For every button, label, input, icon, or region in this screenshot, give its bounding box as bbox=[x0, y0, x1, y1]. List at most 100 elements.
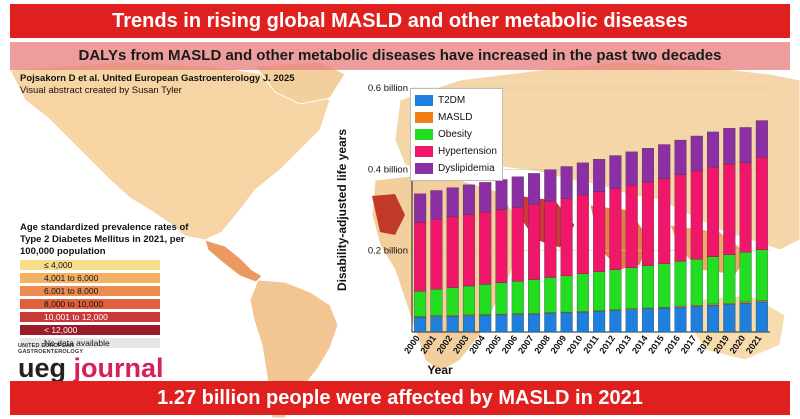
bar-t2dm-2018 bbox=[707, 305, 720, 333]
bar-dyslipidemia-2015 bbox=[658, 144, 671, 179]
logo-small-line-2: GASTROENTEROLOGY bbox=[18, 349, 84, 355]
x-tick-label: 2008 bbox=[532, 333, 552, 355]
chart-legend-item-obesity: Obesity bbox=[415, 126, 497, 143]
citation-line-2: Visual abstract created by Susan Tyler bbox=[20, 85, 182, 96]
bar-hypertension-2021 bbox=[755, 156, 768, 251]
bar-t2dm-2008 bbox=[544, 313, 557, 333]
bar-hypertension-2015 bbox=[658, 178, 671, 264]
x-tick-label: 2015 bbox=[646, 333, 666, 355]
legend-swatch bbox=[415, 163, 433, 174]
bar-hypertension-2003 bbox=[462, 214, 475, 287]
bar-hypertension-2011 bbox=[593, 191, 606, 272]
x-axis-title: Year bbox=[427, 363, 453, 376]
bar-obesity-2003 bbox=[462, 285, 475, 316]
bar-t2dm-2015 bbox=[658, 307, 671, 333]
bar-hypertension-2017 bbox=[690, 170, 703, 260]
x-tick-label: 2016 bbox=[662, 333, 682, 355]
x-tick-label: 2009 bbox=[549, 333, 569, 355]
bar-dyslipidemia-2001 bbox=[430, 190, 443, 220]
bar-dyslipidemia-2016 bbox=[674, 139, 687, 175]
x-tick-label: 2012 bbox=[597, 333, 617, 355]
bar-obesity-2008 bbox=[544, 277, 557, 313]
prevalence-legend-title: Age standardized prevalence rates of Typ… bbox=[20, 222, 189, 257]
map-central-america bbox=[204, 239, 263, 283]
bar-t2dm-2007 bbox=[528, 313, 541, 333]
legend-swatch bbox=[415, 129, 433, 140]
bar-masld-2019 bbox=[723, 302, 736, 305]
bar-dyslipidemia-2012 bbox=[609, 155, 622, 189]
prevalence-legend-item: No data available bbox=[20, 337, 160, 349]
y-tick-label: 0.6 billion bbox=[368, 83, 408, 94]
bar-obesity-2017 bbox=[690, 259, 703, 306]
bar-dyslipidemia-2010 bbox=[576, 162, 589, 196]
prevalence-label: ≤ 4,000 bbox=[44, 260, 73, 270]
bar-hypertension-2010 bbox=[576, 194, 589, 274]
x-tick-label: 2004 bbox=[467, 333, 487, 355]
bar-t2dm-2017 bbox=[690, 306, 703, 333]
bar-hypertension-2020 bbox=[739, 162, 752, 253]
bar-dyslipidemia-2004 bbox=[479, 182, 492, 213]
bar-obesity-2018 bbox=[707, 256, 720, 305]
bar-dyslipidemia-2013 bbox=[625, 151, 638, 186]
bar-dyslipidemia-2003 bbox=[462, 184, 475, 215]
bar-obesity-2010 bbox=[576, 273, 589, 312]
x-tick-label: 2019 bbox=[711, 333, 731, 355]
bar-dyslipidemia-2018 bbox=[707, 131, 720, 168]
bar-hypertension-2000 bbox=[414, 222, 427, 292]
prevalence-legend-item: 4,001 to 6,000 bbox=[20, 272, 160, 284]
bar-dyslipidemia-2000 bbox=[414, 193, 427, 223]
x-tick-label: 2000 bbox=[402, 333, 422, 355]
bar-dyslipidemia-2011 bbox=[593, 159, 606, 192]
x-tick-label: 2006 bbox=[500, 333, 520, 355]
bar-t2dm-2014 bbox=[641, 308, 654, 333]
chart-legend-item-dyslipidemia: Dyslipidemia bbox=[415, 160, 497, 177]
chart-legend-item-masld: MASLD bbox=[415, 109, 497, 126]
x-tick-label: 2013 bbox=[614, 333, 634, 355]
prevalence-legend: ≤ 4,000 4,001 to 6,000 6,001 to 8,000 8,… bbox=[20, 259, 160, 350]
bar-hypertension-2012 bbox=[609, 188, 622, 270]
bar-dyslipidemia-2020 bbox=[739, 127, 752, 163]
prevalence-label: No data available bbox=[44, 338, 110, 348]
bar-dyslipidemia-2014 bbox=[641, 148, 654, 183]
bar-dyslipidemia-2019 bbox=[723, 128, 736, 165]
x-tick-label: 2018 bbox=[695, 333, 715, 355]
bar-t2dm-2009 bbox=[560, 312, 573, 333]
bar-dyslipidemia-2007 bbox=[528, 173, 541, 205]
bar-hypertension-2009 bbox=[560, 198, 573, 277]
x-tick-label: 2014 bbox=[630, 333, 650, 355]
prevalence-swatch: 8,000 to 10,000 bbox=[20, 299, 160, 309]
bar-t2dm-2010 bbox=[576, 311, 589, 333]
prevalence-swatch: 6,001 to 8,000 bbox=[20, 286, 160, 296]
legend-swatch bbox=[415, 95, 433, 106]
prevalence-label: < 12,000 bbox=[44, 325, 78, 335]
bar-hypertension-2004 bbox=[479, 211, 492, 285]
prevalence-swatch: ≤ 4,000 bbox=[20, 260, 160, 270]
bar-dyslipidemia-2017 bbox=[690, 135, 703, 172]
bar-t2dm-2002 bbox=[446, 315, 459, 333]
bar-masld-2021 bbox=[755, 300, 768, 303]
x-tick-label: 2002 bbox=[435, 333, 455, 355]
bar-masld-2016 bbox=[674, 305, 687, 308]
bar-t2dm-2006 bbox=[511, 314, 524, 333]
citation: Pojsakorn D et al. United European Gastr… bbox=[20, 73, 295, 97]
bar-t2dm-2021 bbox=[755, 301, 768, 333]
bar-t2dm-2019 bbox=[723, 304, 736, 333]
bar-t2dm-2001 bbox=[430, 316, 443, 333]
bar-t2dm-2011 bbox=[593, 311, 606, 333]
x-tick-label: 2021 bbox=[744, 333, 764, 355]
bar-obesity-2020 bbox=[739, 252, 752, 303]
bar-t2dm-2004 bbox=[479, 315, 492, 333]
bar-hypertension-2014 bbox=[641, 181, 654, 266]
ueg-journal-logo: UNITED EUROPEAN GASTROENTEROLOGY ueg jou… bbox=[18, 343, 164, 383]
logo-word-journal: journal bbox=[73, 353, 164, 383]
legend-label: Hypertension bbox=[438, 146, 497, 157]
x-tick-label: 2017 bbox=[679, 333, 699, 355]
bar-hypertension-2018 bbox=[707, 167, 720, 257]
footer-banner: 1.27 billion people were affected by MAS… bbox=[10, 381, 790, 415]
prevalence-swatch: 4,001 to 6,000 bbox=[20, 273, 160, 283]
bar-dyslipidemia-2008 bbox=[544, 169, 557, 202]
legend-label: Dyslipidemia bbox=[438, 163, 495, 174]
bar-obesity-2011 bbox=[593, 271, 606, 311]
citation-line-1: Pojsakorn D et al. United European Gastr… bbox=[20, 73, 295, 84]
